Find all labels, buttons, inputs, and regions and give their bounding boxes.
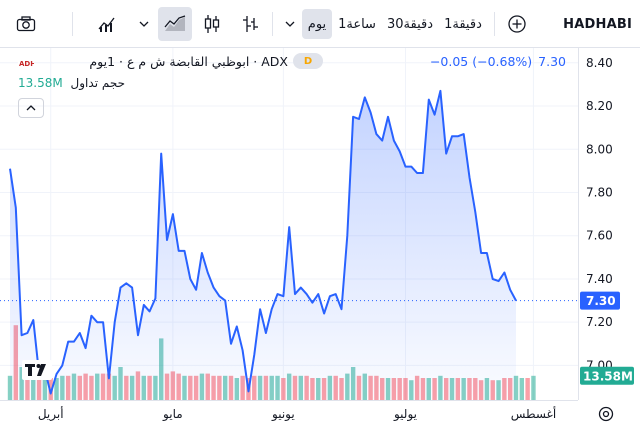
price-axis[interactable]: 8.408.208.007.807.607.407.207.007.3013.5… [578,48,640,400]
price-tick-label: 7.60 [586,229,613,243]
bar-chart-icon[interactable] [236,0,264,48]
candles-icon[interactable] [198,0,226,48]
camera-icon[interactable] [10,0,42,48]
interval-day-label: يوم [307,16,327,32]
volume-value: 13.58M [18,76,63,90]
symbol-search-button[interactable]: HADHABI [563,0,632,48]
time-tick-label: أبريل [38,406,64,422]
volume-label: حجم تداول [70,76,125,90]
last-price-tag [580,291,620,310]
indicators-icon[interactable] [92,0,122,48]
legend-title-wrap: ابوظبي القابضة ش م ع · 1يوم · ADX [18,52,288,70]
time-axis[interactable]: أبريل مايو يونيو يوليو أغسطس [0,400,640,432]
settings-gear-icon[interactable] [596,404,616,424]
price-tick-label: 8.40 [586,56,613,70]
interval-1h-label: 1ساعة [338,16,376,32]
price-chart[interactable] [0,48,578,400]
time-tick-label: يونيو [271,407,295,422]
instrument-title[interactable]: ابوظبي القابضة ش م ع · 1يوم · ADX [89,53,288,69]
symbol-label: HADHABI [563,16,632,32]
market-status-badge[interactable]: D [293,53,323,69]
volume-bar [519,378,525,400]
chevron-down-icon[interactable] [136,0,152,48]
area-chart-icon[interactable] [158,7,192,41]
toolbar-separator [72,12,73,36]
price-tick-label: 7.20 [586,315,613,329]
volume-bar [48,378,53,400]
volume-legend: حجم تداول 13.58M [18,76,125,90]
volume-tag [580,366,634,385]
top-toolbar: يوم 1ساعة 30دقيقة 1دقيقة HADHABI [0,0,640,48]
legend-badge-wrap: D [293,53,323,69]
toolbar-separator [494,12,495,36]
last-price: 7.30 [538,53,566,69]
price-line [9,89,517,395]
chevron-down-icon[interactable] [282,0,298,48]
toolbar-separator [272,12,273,36]
volume-bar [525,378,530,400]
price-change: −0.05 (−0.68%) [429,53,533,69]
chevron-up-icon [26,105,36,111]
price-tick-label: 8.00 [586,142,613,156]
volume-bar [531,375,536,400]
price-tick-label: 7.80 [586,185,613,199]
price-tick-label: 7.40 [586,272,613,286]
time-tick-label: يوليو [393,407,417,422]
tradingview-logo-icon [22,360,52,380]
interval-1h-button[interactable]: 1ساعة [336,0,378,48]
price-area-fill [10,90,516,400]
interval-1m-label: 1دقيقة [444,16,482,32]
interval-30m-button[interactable]: 30دقيقة [384,0,436,48]
exchange-logo-icon: ADH [18,54,36,69]
time-tick-label: مايو [162,407,183,422]
price-tick-label: 8.20 [586,99,613,113]
chart-legend: −0.05 (−0.68%) 7.30 [430,52,566,70]
collapse-legend-button[interactable] [18,98,44,118]
last-price-tag-label: 7.30 [586,294,616,308]
badge-label: D [303,55,313,67]
interval-30m-label: 30دقيقة [386,16,434,32]
volume-tag-label: 13.58M [583,369,633,383]
add-icon[interactable] [504,0,530,48]
interval-day-button[interactable]: يوم [302,9,332,39]
interval-1m-button[interactable]: 1دقيقة [440,0,486,48]
time-tick-label: أغسطس [511,406,556,422]
svg-text:ADH: ADH [19,60,34,68]
